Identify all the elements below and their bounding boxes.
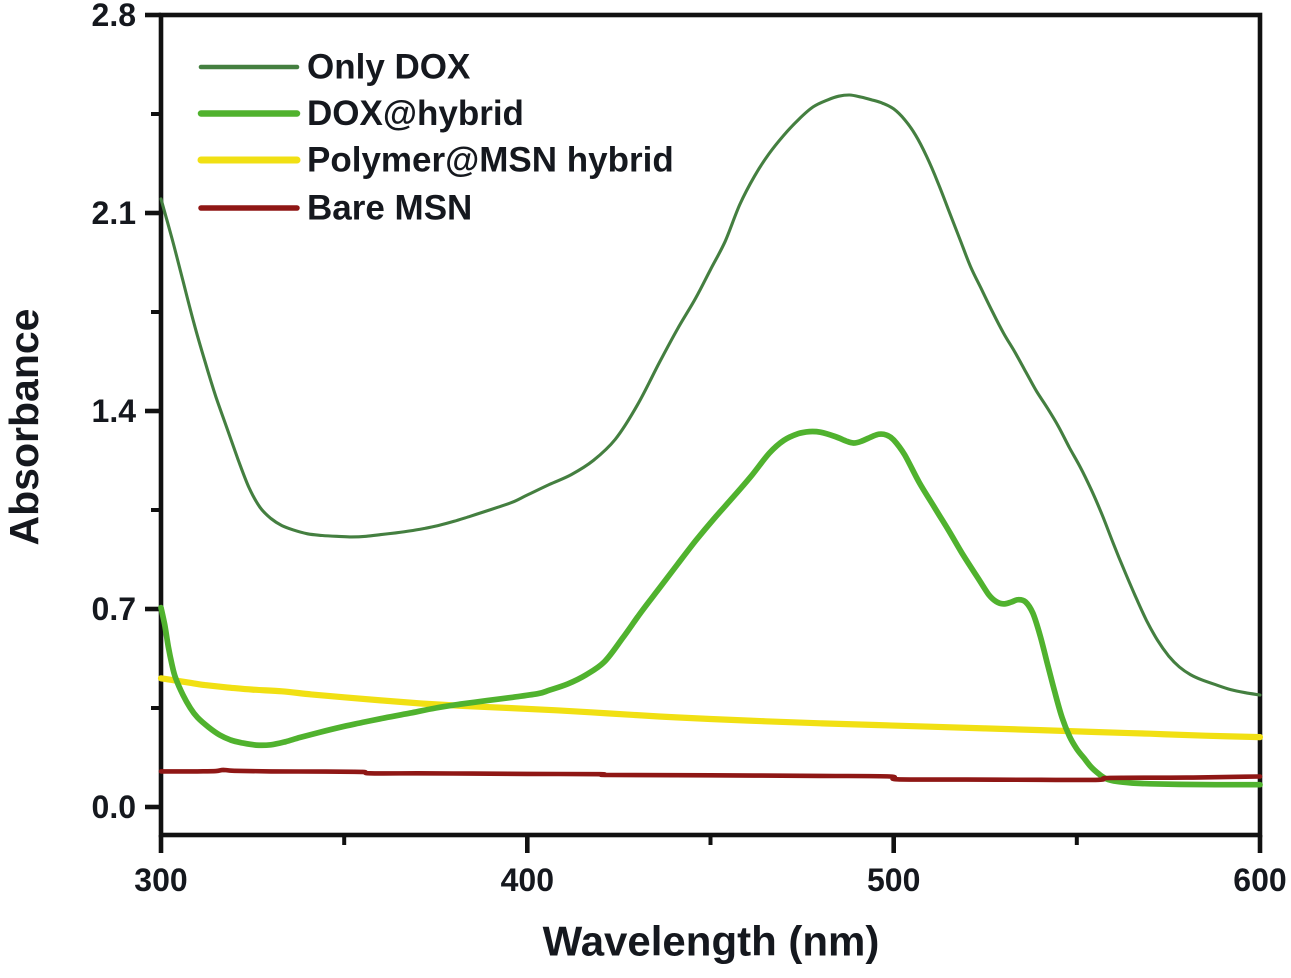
svg-text:DOX@hybrid: DOX@hybrid [307,94,524,133]
svg-text:400: 400 [501,862,554,898]
svg-text:2.1: 2.1 [92,195,136,231]
svg-text:0.7: 0.7 [92,591,136,627]
svg-text:Polymer@MSN hybrid: Polymer@MSN hybrid [307,141,674,180]
svg-text:1.4: 1.4 [92,393,137,429]
svg-text:2.8: 2.8 [92,0,136,33]
svg-text:600: 600 [1233,862,1286,898]
svg-text:0.0: 0.0 [92,789,136,825]
svg-text:500: 500 [867,862,920,898]
svg-text:Absorbance: Absorbance [1,309,47,546]
svg-text:Wavelength (nm): Wavelength (nm) [543,918,880,965]
svg-text:Bare MSN: Bare MSN [307,189,472,228]
svg-text:300: 300 [134,862,187,898]
svg-text:Only DOX: Only DOX [307,48,471,87]
